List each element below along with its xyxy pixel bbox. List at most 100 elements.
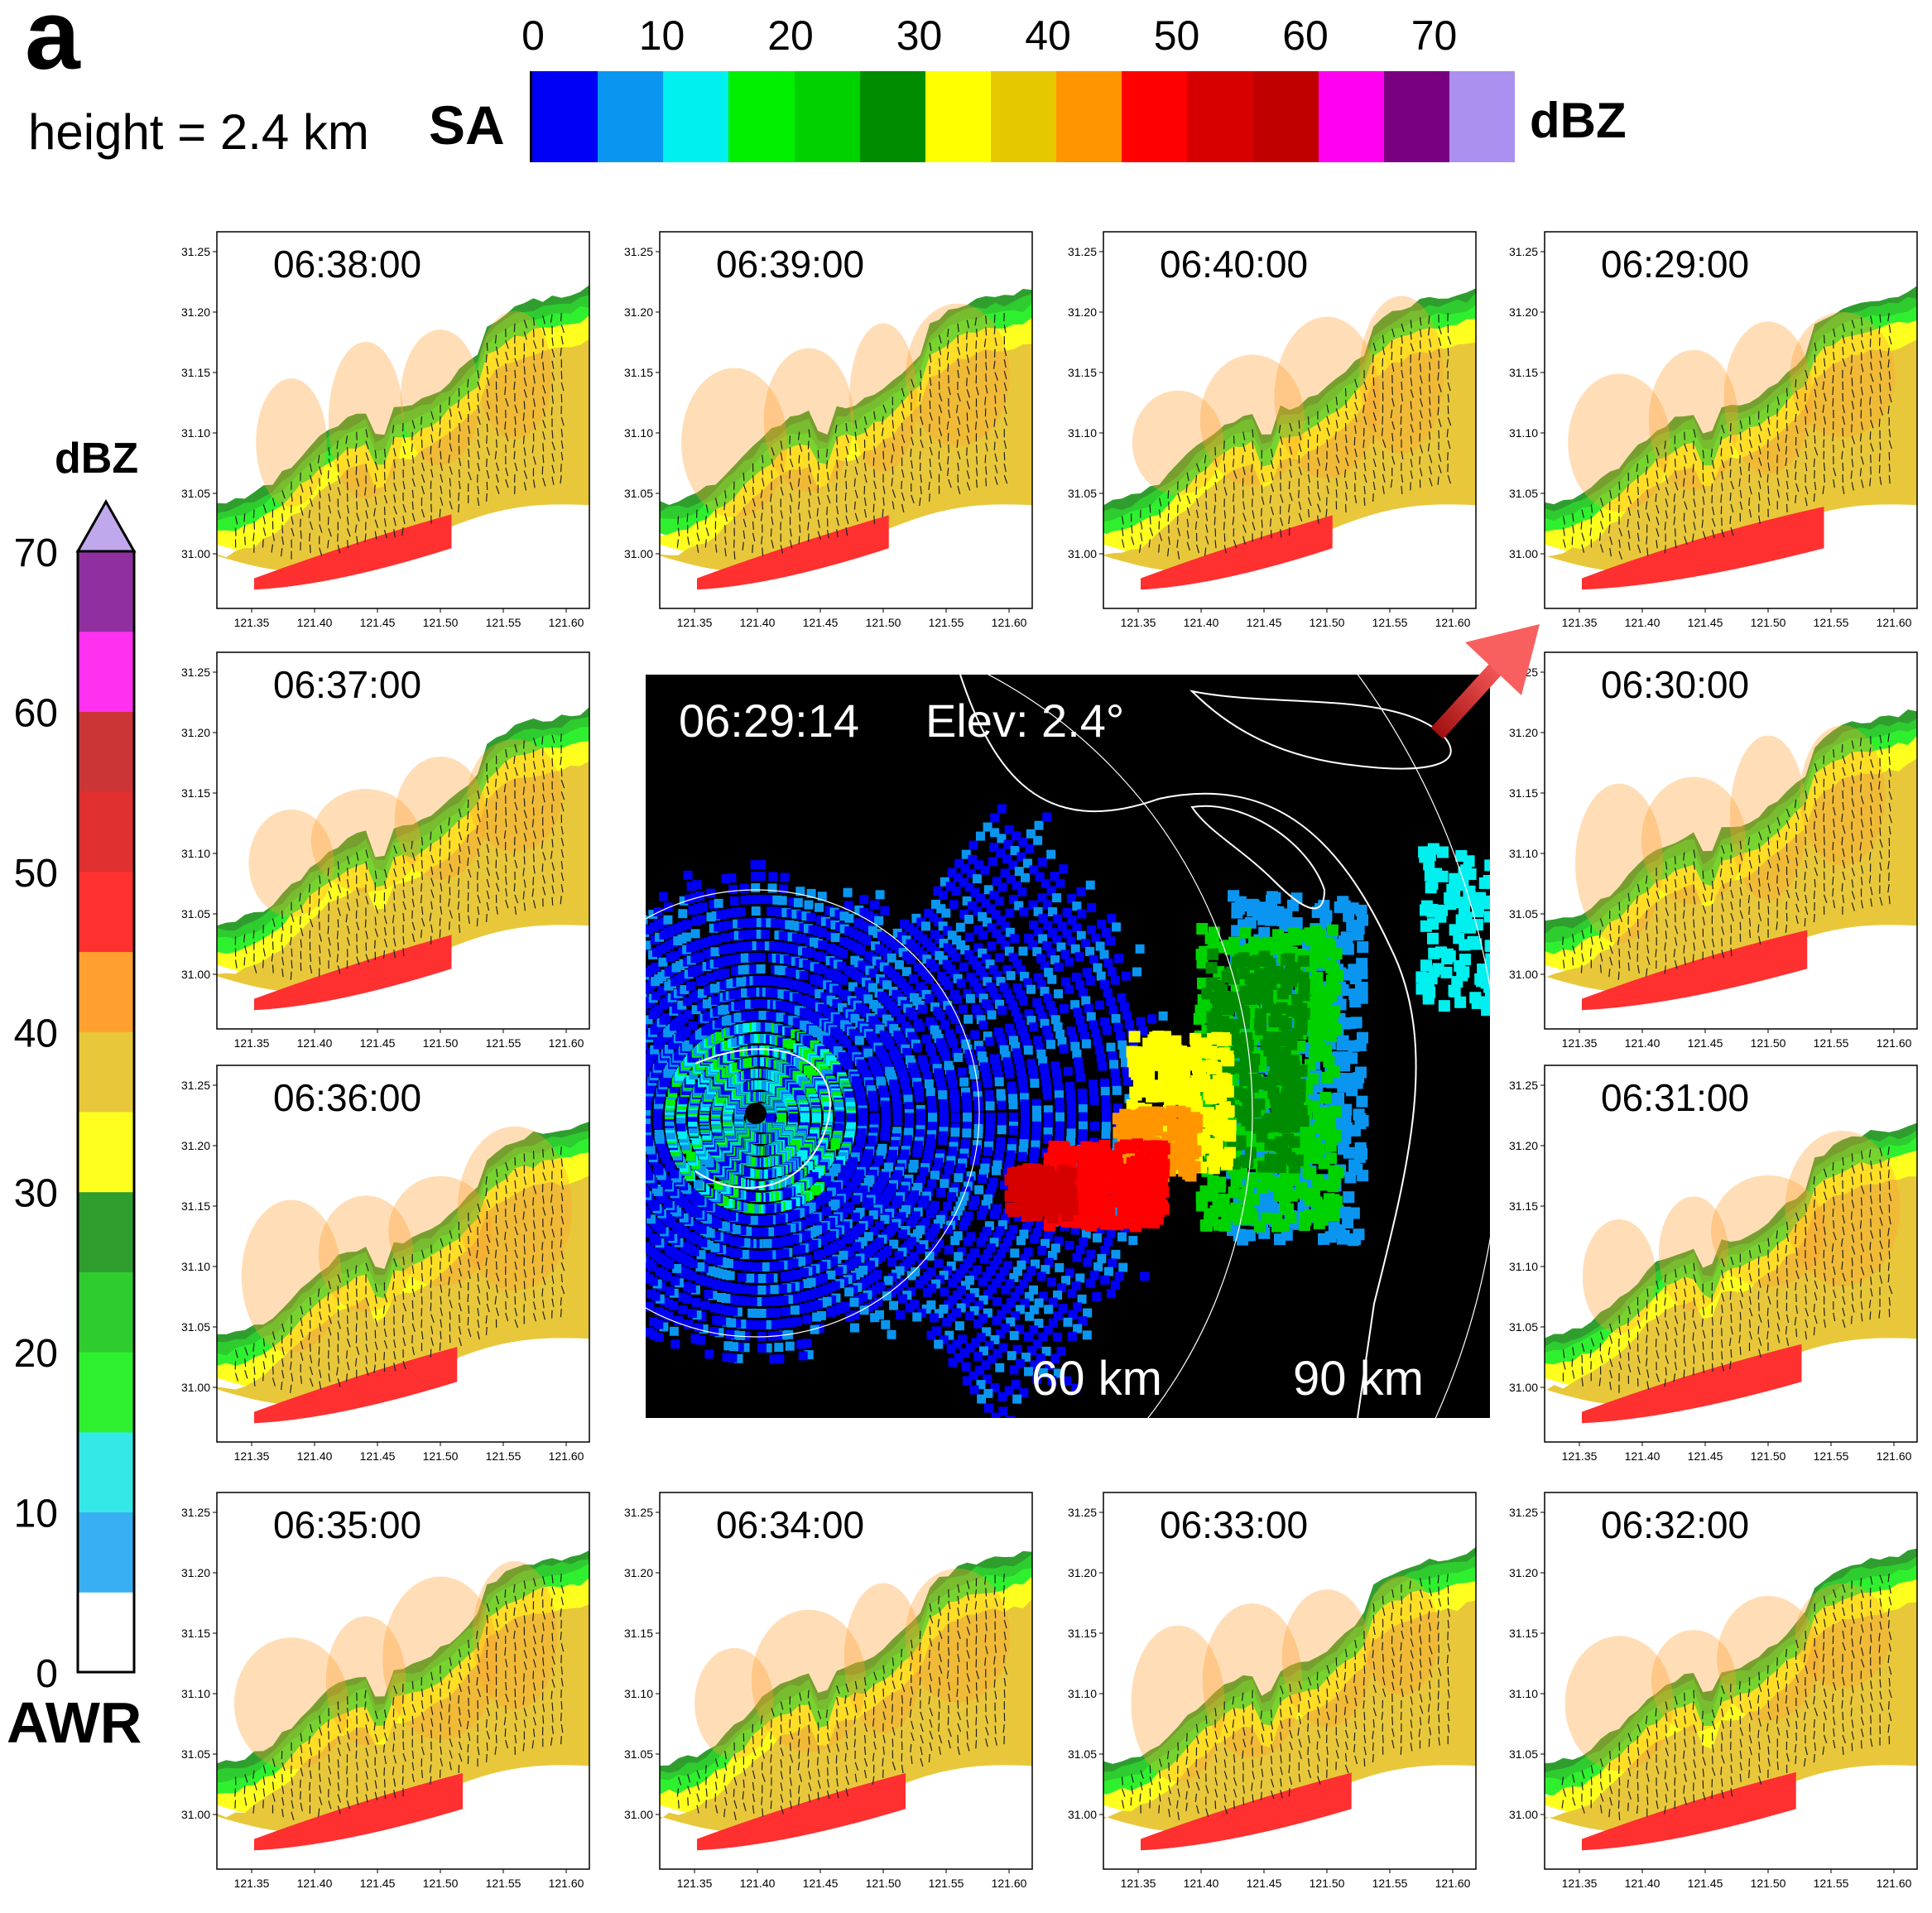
radar-elevation: Elev: 2.4° [925, 698, 1124, 744]
panel-time-label: 06:31:00 [1601, 1079, 1749, 1117]
sa-colorbar-segment [1122, 71, 1187, 162]
sa-colorbar-segment [1384, 71, 1449, 162]
y-tick-label: 31.10 [1068, 426, 1097, 440]
island-outline [1192, 806, 1324, 909]
awr-colorbar-segment [78, 1512, 134, 1593]
x-tick-label: 121.45 [803, 1877, 839, 1890]
y-tick-label: 31.15 [1509, 786, 1538, 800]
x-tick-label: 121.50 [423, 1036, 459, 1050]
y-tick-label: 31.15 [181, 1199, 210, 1213]
radar-ppi-panel: 06:29:14 Elev: 2.4° 60 km 90 km [646, 675, 1490, 1418]
x-tick-label: 121.55 [486, 1449, 521, 1463]
y-tick-label: 31.20 [1509, 1139, 1538, 1152]
x-tick-label: 121.35 [1562, 1449, 1598, 1463]
x-tick-label: 121.50 [1310, 1877, 1345, 1890]
x-tick-label: 121.50 [423, 616, 459, 629]
sa-colorbar-segment [663, 71, 728, 162]
y-tick-label: 31.10 [181, 426, 210, 440]
x-tick-label: 121.40 [297, 1877, 333, 1890]
sa-colorbar-segment [728, 71, 794, 162]
reflectivity-core [764, 348, 854, 493]
y-tick-label: 31.25 [1509, 1079, 1538, 1092]
x-tick-label: 121.35 [1562, 1036, 1598, 1050]
x-tick-label: 121.50 [423, 1449, 459, 1463]
x-tick-label: 121.55 [486, 1877, 521, 1890]
y-tick-label: 31.20 [624, 305, 653, 319]
x-tick-label: 121.35 [677, 616, 713, 629]
x-tick-label: 121.50 [866, 1877, 901, 1890]
awr-colorbar-segment [78, 1352, 134, 1432]
awr-colorbar-segment [78, 1271, 134, 1352]
sa-colorbar-segment [1187, 71, 1252, 162]
panel-time-label: 06:33:00 [1160, 1506, 1308, 1544]
y-tick-label: 31.10 [181, 847, 210, 860]
y-tick-label: 31.05 [181, 907, 210, 920]
sa-colorbar-tick: 20 [767, 15, 814, 56]
x-tick-label: 121.55 [1814, 1449, 1849, 1463]
x-tick-label: 121.60 [1877, 1877, 1912, 1890]
x-tick-label: 121.40 [297, 1036, 333, 1050]
y-tick-label: 31.25 [624, 245, 653, 258]
x-tick-label: 121.40 [740, 616, 776, 629]
awr-colorbar-tick: 70 [14, 531, 58, 575]
x-tick-label: 121.45 [1688, 616, 1723, 629]
x-tick-label: 121.40 [1184, 616, 1219, 629]
awr-colorbar-tick: 30 [14, 1172, 58, 1216]
x-tick-label: 121.50 [1751, 1449, 1786, 1463]
x-tick-label: 121.40 [1625, 1449, 1660, 1463]
y-tick-label: 31.25 [181, 245, 210, 258]
y-tick-label: 31.20 [181, 726, 210, 739]
x-tick-label: 121.60 [992, 1877, 1027, 1890]
sa-colorbar-segment [1319, 71, 1384, 162]
y-tick-label: 31.05 [181, 487, 210, 500]
x-tick-label: 121.60 [549, 1449, 584, 1463]
x-tick-label: 121.55 [1814, 1036, 1849, 1050]
y-tick-label: 31.00 [1509, 1381, 1538, 1394]
x-tick-label: 121.50 [1310, 616, 1345, 629]
x-tick-label: 121.40 [297, 1449, 333, 1463]
reflectivity-core [849, 323, 917, 472]
y-tick-label: 31.15 [181, 366, 210, 379]
x-tick-label: 121.55 [1372, 616, 1408, 629]
radar-range-label-90: 90 km [1293, 1355, 1424, 1403]
x-tick-label: 121.55 [486, 616, 521, 629]
reflectivity-core [329, 342, 404, 498]
y-tick-label: 31.00 [1509, 968, 1538, 981]
sa-colorbar-segment [1253, 71, 1319, 162]
y-tick-label: 31.05 [1068, 487, 1097, 500]
y-tick-label: 31.15 [181, 786, 210, 800]
x-tick-label: 121.60 [1877, 1449, 1912, 1463]
x-tick-label: 121.50 [1751, 1877, 1786, 1890]
x-tick-label: 121.45 [360, 1036, 396, 1050]
sa-colorbar [530, 71, 1515, 162]
sa-colorbar-segment [598, 71, 663, 162]
x-tick-label: 121.55 [1814, 1877, 1849, 1890]
sa-colorbar-tick: 70 [1411, 15, 1458, 56]
x-tick-label: 121.45 [360, 1449, 396, 1463]
x-tick-label: 121.40 [1625, 1877, 1660, 1890]
x-tick-label: 121.60 [1877, 1036, 1912, 1050]
awr-colorbar-segment [78, 791, 134, 872]
awr-colorbar-segment [78, 1192, 134, 1272]
awr-colorbar-segment [78, 872, 134, 952]
x-tick-label: 121.45 [1688, 1877, 1723, 1890]
y-tick-label: 31.25 [181, 1079, 210, 1092]
y-tick-label: 31.05 [181, 1747, 210, 1761]
awr-colorbar-unit: dBZ [55, 437, 138, 480]
panel-time-label: 06:40:00 [1160, 245, 1308, 283]
sa-colorbar-tick: 10 [639, 15, 685, 56]
x-tick-label: 121.50 [1751, 616, 1786, 629]
y-tick-label: 31.25 [181, 1506, 210, 1519]
panel-time-label: 06:29:00 [1601, 245, 1749, 283]
awr-colorbar-segment [78, 711, 134, 791]
x-tick-label: 121.35 [234, 1877, 270, 1890]
x-tick-label: 121.50 [423, 1877, 459, 1890]
x-tick-label: 121.55 [486, 1036, 521, 1050]
radar-range-label-60: 60 km [1031, 1355, 1162, 1403]
x-tick-label: 121.55 [1814, 616, 1849, 629]
panel-time-label: 06:35:00 [273, 1506, 421, 1544]
radar-site [745, 1103, 767, 1124]
sa-colorbar-segment [1056, 71, 1122, 162]
